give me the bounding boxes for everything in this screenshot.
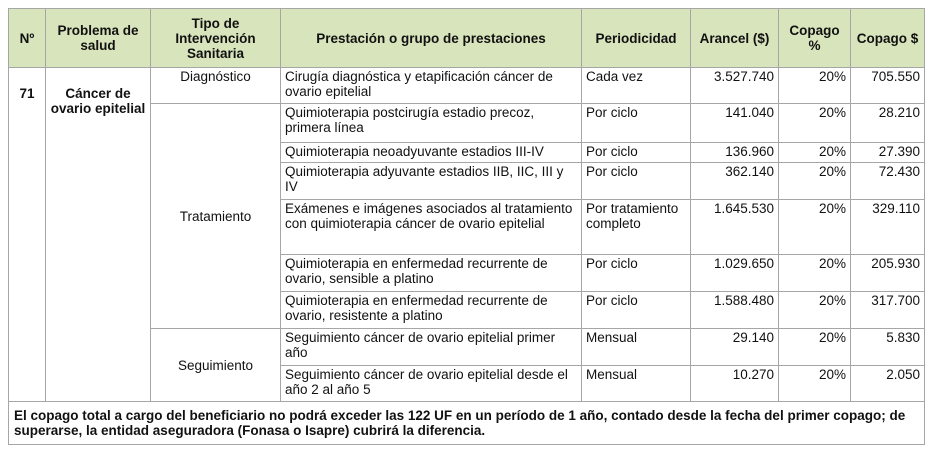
service: Exámenes e imágenes asociados al tratami…	[280, 199, 582, 255]
periodicity: Por ciclo	[581, 254, 691, 292]
copay-amount: 705.550	[850, 67, 925, 104]
copay-amount: 72.430	[850, 162, 925, 200]
copay-amount: 329.110	[850, 199, 925, 255]
periodicity: Por ciclo	[581, 103, 691, 143]
copay-amount: 2.050	[850, 365, 925, 402]
table-row: Quimioterapia en enfermedad recurrente d…	[9, 254, 925, 292]
periodicity: Cada vez	[581, 67, 691, 104]
tariff: 3.527.740	[690, 67, 779, 104]
table-header: Nº Problema de salud Tipo de Intervención …	[8, 8, 925, 68]
table-row: Tratamiento Quimioterapia postcirugía est…	[9, 103, 925, 329]
copay-percent: 20%	[778, 328, 851, 366]
service: Quimioterapia postcirugía estadio precoz…	[280, 103, 582, 143]
column-header: Tipo de Intervención Sanitaria	[150, 8, 281, 68]
table-row: Seguimiento cáncer de ovario epitelial d…	[9, 365, 925, 402]
intervention: Seguimiento	[150, 328, 281, 402]
tariff: 136.960	[690, 142, 779, 163]
periodicity: Por ciclo	[581, 291, 691, 329]
service: Quimioterapia en enfermedad recurrente d…	[280, 254, 582, 292]
tariff: 10.270	[690, 365, 779, 402]
service: Quimioterapia neoadyuvante estadios III-…	[280, 142, 582, 163]
table-row: Exámenes e imágenes asociados al tratami…	[9, 199, 925, 255]
column-header: Nº	[8, 8, 46, 68]
copago-table: Nº Problema de salud Tipo de Intervención …	[8, 8, 925, 445]
column-header: Periodicidad	[581, 8, 691, 68]
table-row: Quimioterapia neoadyuvante estadios III-…	[9, 142, 925, 163]
copay-percent: 20%	[778, 142, 851, 163]
table-row: 71 Cáncer de ovario epitelial Diagnóstico C…	[8, 67, 925, 402]
copay-amount: 5.830	[850, 328, 925, 366]
service: Seguimiento cáncer de ovario epitelial d…	[280, 365, 582, 402]
periodicity: Mensual	[581, 365, 691, 402]
copay-percent: 20%	[778, 162, 851, 200]
column-header: Arancel ($)	[690, 8, 779, 68]
tariff: 1.029.650	[690, 254, 779, 292]
tariff: 1.645.530	[690, 199, 779, 255]
copay-percent: 20%	[778, 365, 851, 402]
problem-name: Cáncer de ovario epitelial	[45, 67, 151, 402]
copay-amount: 27.390	[850, 142, 925, 163]
column-header: Copago %	[778, 8, 851, 68]
tariff: 29.140	[690, 328, 779, 366]
table-body: 71 Cáncer de ovario epitelial Diagnóstico C…	[8, 67, 925, 445]
table-row: Quimioterapia adyuvante estadios IIB, II…	[9, 162, 925, 200]
tariff: 1.588.480	[690, 291, 779, 329]
copay-percent: 20%	[778, 199, 851, 255]
problem-number: 71	[8, 67, 46, 402]
periodicity: Mensual	[581, 328, 691, 366]
footer-note: El copago total a cargo del beneficiario…	[8, 401, 925, 445]
copay-percent: 20%	[778, 67, 851, 104]
service: Quimioterapia en enfermedad recurrente d…	[280, 291, 582, 329]
copay-amount: 317.700	[850, 291, 925, 329]
tariff: 141.040	[690, 103, 779, 143]
column-header: Copago $	[850, 8, 925, 68]
copay-percent: 20%	[778, 254, 851, 292]
service: Seguimiento cáncer de ovario epitelial p…	[280, 328, 582, 366]
copay-percent: 20%	[778, 291, 851, 329]
copay-percent: 20%	[778, 103, 851, 143]
footer-row: El copago total a cargo del beneficiario…	[8, 401, 925, 445]
copay-amount: 205.930	[850, 254, 925, 292]
header-row: Nº Problema de salud Tipo de Intervención …	[8, 8, 925, 68]
periodicity: Por tratamiento completo	[581, 199, 691, 255]
intervention: Diagnóstico	[150, 67, 281, 104]
intervention: Tratamiento	[150, 103, 281, 329]
column-header: Prestación o grupo de prestaciones	[280, 8, 582, 68]
periodicity: Por ciclo	[581, 142, 691, 163]
service: Cirugía diagnóstica y etapificación cánc…	[280, 67, 582, 104]
tariff: 362.140	[690, 162, 779, 200]
table-row: Seguimiento Seguimiento cáncer de ovario …	[9, 328, 925, 402]
copay-amount: 28.210	[850, 103, 925, 143]
table-row: Quimioterapia en enfermedad recurrente d…	[9, 291, 925, 329]
column-header: Problema de salud	[45, 8, 151, 68]
periodicity: Por ciclo	[581, 162, 691, 200]
service: Quimioterapia adyuvante estadios IIB, II…	[280, 162, 582, 200]
